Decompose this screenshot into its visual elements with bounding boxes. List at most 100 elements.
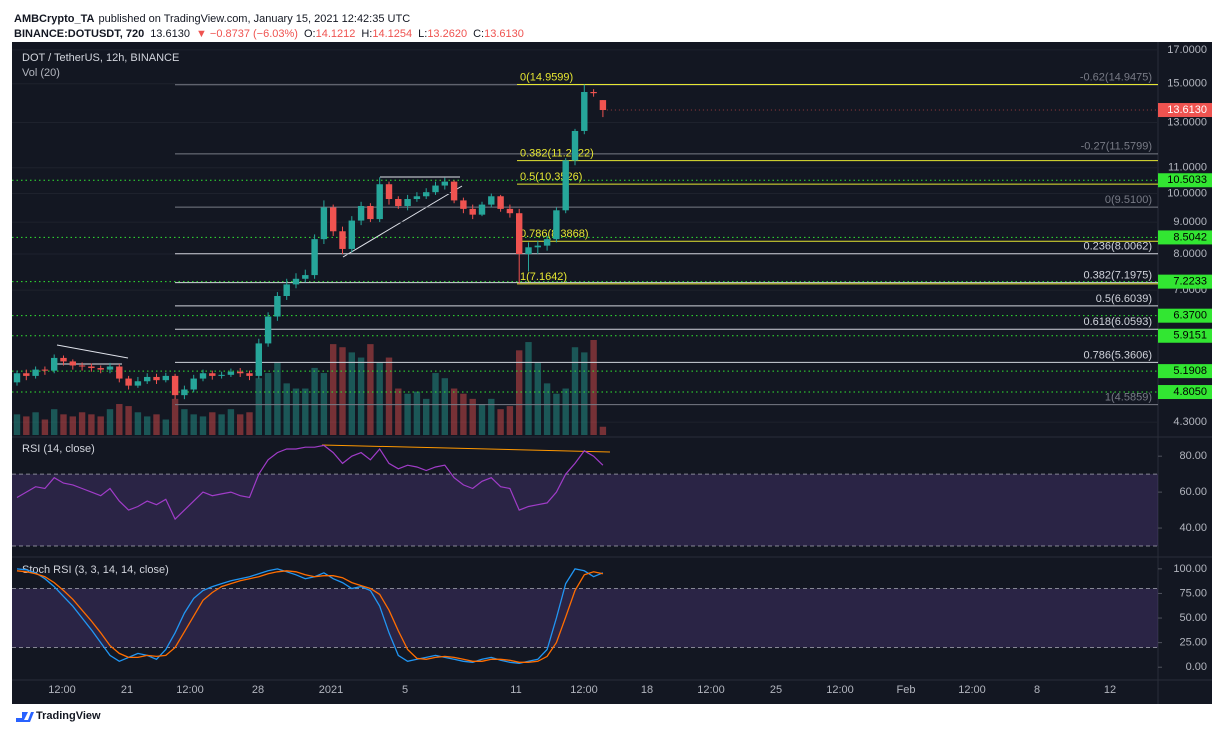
symbol-line: BINANCE:DOTUSDT, 720 13.6130 ▼ −0.8737 (−6… [14,28,524,40]
y-tick-label: 60.00 [1179,486,1207,498]
candle-body [478,204,486,215]
candle-body [13,373,21,383]
pane-title: RSI (14, close) [22,443,95,455]
change: ▼ −0.8737 (−6.03%) [196,28,298,40]
volume-bar [125,406,132,435]
ohlc-value: 13.2620 [427,28,467,40]
candle-body [199,373,207,379]
rsi-line [16,444,604,521]
fib-label: 0.5(6.6039) [1096,293,1152,305]
candle-body [227,371,235,375]
ohlc-key: H: [361,28,372,40]
candle-body [218,374,225,376]
pane-title: Stoch RSI (3, 3, 14, 14, close) [22,564,169,576]
candle-body [264,316,272,344]
price-label-bg [1158,328,1212,343]
candle-body [571,130,579,161]
x-tick-label: 12:00 [697,684,725,696]
candle-body [339,231,346,249]
price-label-bg [1158,308,1212,323]
candle-body [599,100,607,111]
y-tick-label: 17.0000 [1167,44,1207,56]
volume-bar [506,406,514,435]
candle-body [23,373,30,376]
ohlc-value: 14.1212 [316,28,356,40]
price-label-bg [1158,364,1212,379]
candle-body [255,343,262,376]
candle-body [32,369,39,376]
candle-body [209,373,216,376]
volume-bar [404,393,411,435]
y-tick-label: 50.00 [1179,612,1207,624]
ohlc-key: L: [418,28,427,40]
volume-bar [413,391,421,435]
candle-body [590,91,597,94]
x-tick-label: 21 [121,684,133,696]
y-tick-label: 100.00 [1173,563,1207,575]
y-tick-label: 40.00 [1179,522,1207,534]
fib-label: 1(7.1642) [520,271,567,283]
volume-bar [516,350,523,435]
fib-label: 0.382(7.1975) [1084,270,1153,282]
volume-bar [441,378,448,435]
volume-bar [339,347,346,435]
volume-bar [543,383,551,435]
y-tick-label: 80.00 [1179,450,1207,462]
candle-body [553,210,560,240]
published: published on TradingView.com, January 15… [98,13,410,25]
volume-bar [162,419,169,435]
volume-bar [302,388,309,435]
candle-body [246,373,253,376]
volume-bar [190,414,197,435]
x-tick-label: 18 [641,684,653,696]
last-price: 13.6130 [150,28,190,40]
band-fill [12,474,1158,547]
candle-body [413,196,421,200]
volume-bar [106,409,114,435]
candle-body [367,206,374,220]
x-tick-label: 11 [510,684,521,696]
volume-bar [385,357,393,435]
volume-bar [320,373,328,435]
volume-bar [88,414,95,435]
candle-body [357,206,365,221]
volume-bar [116,404,123,435]
volume-bar [23,416,30,435]
candle-body [97,368,104,370]
candle-body [125,378,132,386]
price-line-label: 7.2233 [1173,276,1207,288]
volume-bar [51,409,58,435]
price-label-bg [1158,230,1212,245]
fib-label: -0.62(14.9475) [1080,72,1152,84]
candle-body [385,184,393,200]
price-line-label: 6.3700 [1173,310,1207,322]
candle-body [88,366,95,369]
tradingview-logo [16,712,34,722]
candle-body [283,284,290,297]
ohlc-value: 14.1254 [372,28,412,40]
ohlc-key: O: [304,28,316,40]
volume-bar [450,388,458,435]
fib-label: -0.27(11.5799) [1081,141,1152,153]
fib-label: 0.5(10.3526) [520,171,582,183]
fib-label: 0.618(6.0593) [1084,316,1153,328]
y-tick-label: 4.3000 [1173,416,1207,428]
candle-body [581,91,588,131]
candle-body [395,199,402,207]
candle-body [441,181,448,186]
volume-bar [60,414,67,435]
candle-body [497,196,504,209]
candle-body [274,296,281,317]
volume-bar [525,342,532,435]
candle-body [348,220,355,249]
candle-body [376,184,383,220]
y-tick-label: 11.0000 [1168,162,1207,174]
volume-bar [292,388,300,435]
ohlc-value: 13.6130 [484,28,524,40]
candle-body [190,378,197,390]
volume-bar [32,412,39,435]
y-tick-label: 25.00 [1179,637,1207,649]
fib-label: 0(14.9599) [520,71,573,83]
candle-body [311,239,318,276]
